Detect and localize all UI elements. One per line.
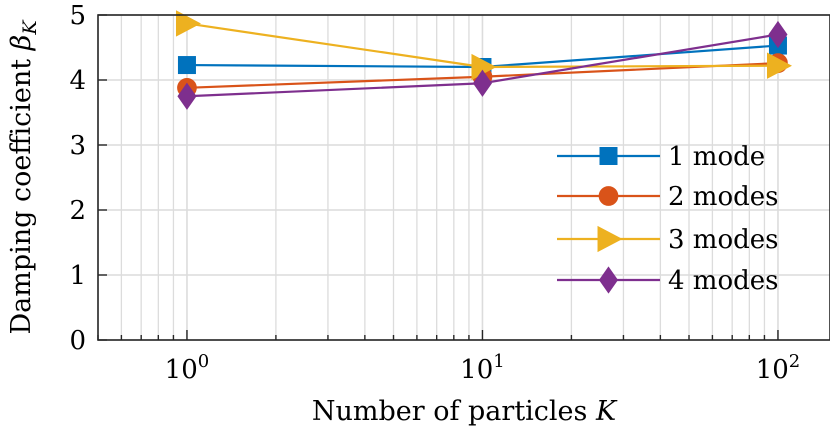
series-3 <box>175 10 792 81</box>
marker-square <box>599 147 618 165</box>
grid-layer <box>97 14 830 341</box>
series-layer <box>175 10 792 110</box>
label-layer: Number of particles K Damping coefficient… <box>6 19 618 427</box>
legend-label: 2 modes <box>668 182 779 212</box>
marker-triangle-right <box>597 225 623 253</box>
marker-diamond <box>472 69 492 97</box>
marker-square <box>177 56 196 75</box>
legend-label: 4 modes <box>668 266 779 296</box>
marker-circle <box>598 186 619 206</box>
axes-box <box>97 14 830 341</box>
legend-layer: 1 mode 2 modes 3 modes 4 modes <box>557 142 779 296</box>
x-tick-label: 102 <box>756 351 801 385</box>
y-tick-label: 0 <box>69 326 86 356</box>
axes-layer: 0 1 2 3 4 5 100 101 102 <box>69 1 830 385</box>
y-tick-label: 3 <box>69 131 86 161</box>
legend-item-4: 4 modes <box>557 266 779 296</box>
y-tick-label: 1 <box>69 261 86 291</box>
marker-triangle-right <box>175 10 201 37</box>
marker-diamond <box>768 20 788 49</box>
legend-item-1: 1 mode <box>557 142 765 172</box>
legend-item-3: 3 modes <box>557 225 779 255</box>
series-4 <box>177 20 788 110</box>
y-tick-label: 4 <box>69 66 86 96</box>
x-tick-label: 100 <box>165 351 210 385</box>
y-tick-label: 5 <box>69 1 86 31</box>
plot-background <box>98 15 830 340</box>
marker-diamond <box>598 266 619 294</box>
marker-triangle-right <box>766 52 792 79</box>
y-tick-label: 2 <box>69 196 86 226</box>
legend-label: 1 mode <box>668 142 765 172</box>
x-tick-label: 101 <box>460 351 505 385</box>
marker-diamond <box>177 82 197 110</box>
y-axis-label: Damping coefficient βK <box>6 19 41 335</box>
legend-item-2: 2 modes <box>557 182 779 212</box>
legend-label: 3 modes <box>668 225 779 255</box>
x-axis-label: Number of particles K <box>312 396 618 427</box>
